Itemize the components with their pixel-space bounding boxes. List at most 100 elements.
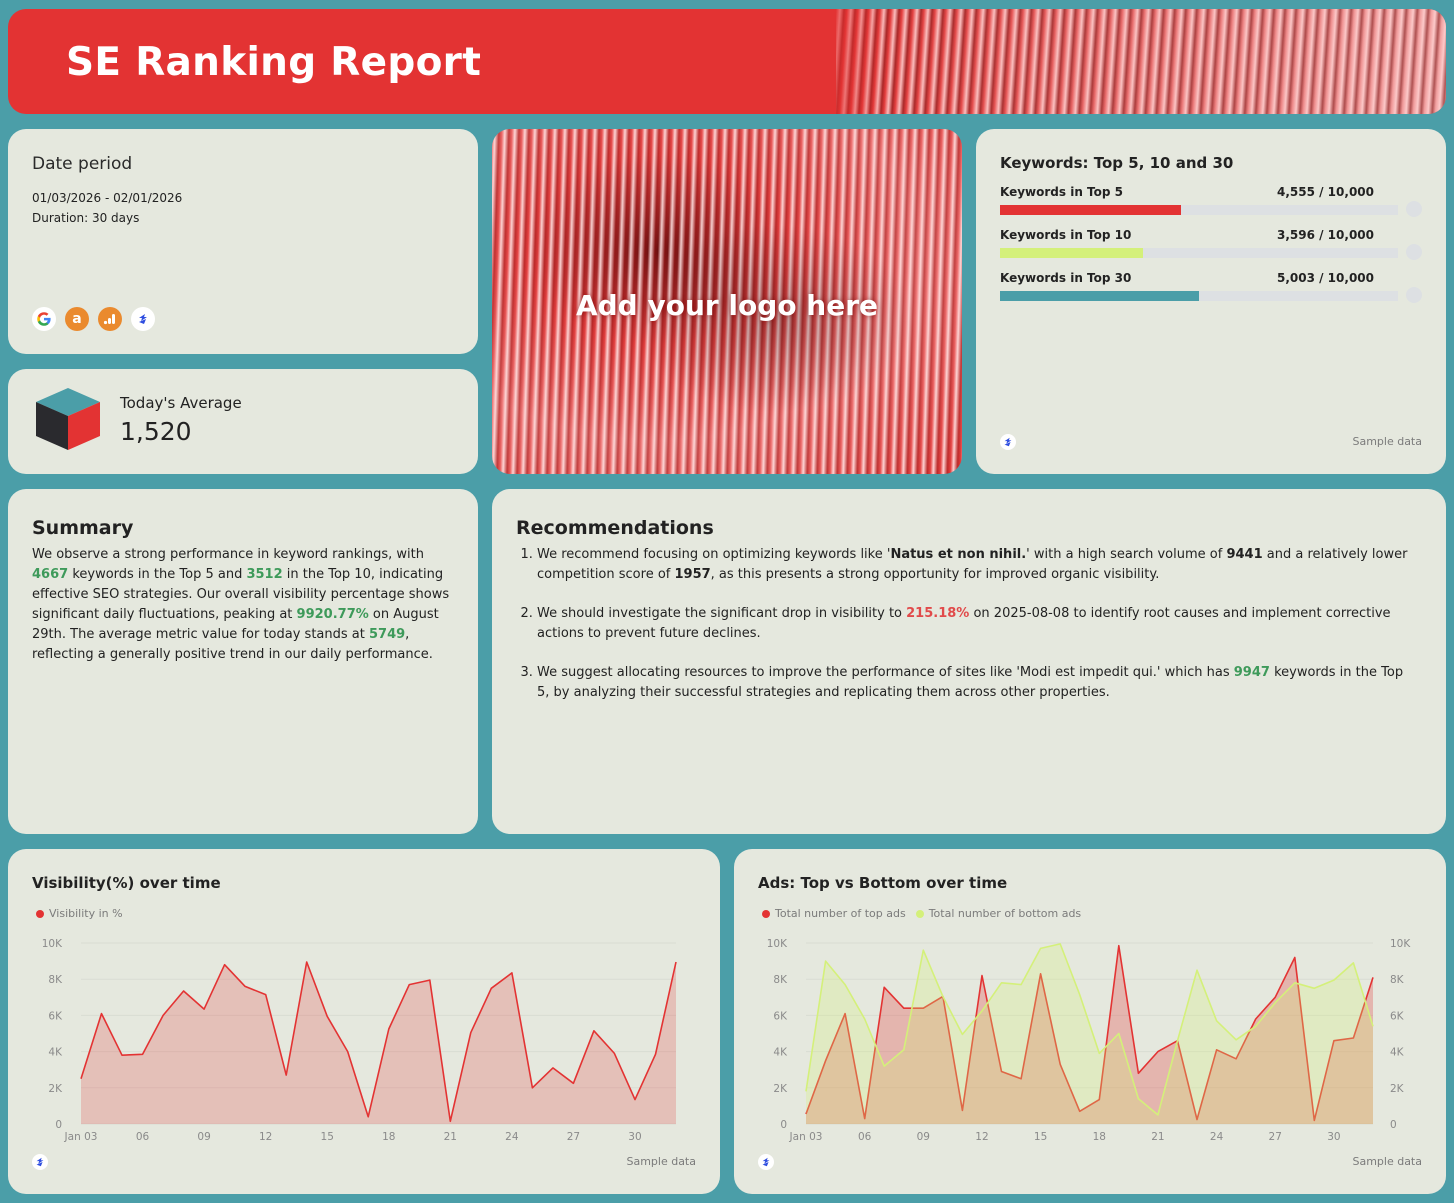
y-tick-label: 6K	[48, 1010, 63, 1022]
brand-icon[interactable]	[131, 307, 155, 331]
date-period-title: Date period	[32, 154, 133, 174]
ads-chart-legend: Total number of top ads Total number of b…	[762, 907, 1081, 920]
keyword-row-value: 5,003 / 10,000	[1276, 271, 1374, 285]
brand-icon	[1000, 434, 1016, 450]
legend-item[interactable]: Total number of top ads	[762, 907, 906, 920]
y-tick-label: 8K	[773, 974, 788, 986]
legend-label: Total number of bottom ads	[928, 907, 1082, 920]
keyword-row-label: Keywords in Top 5	[1000, 185, 1123, 199]
y-tick-label-right: 0	[1390, 1119, 1397, 1131]
keyword-row-label: Keywords in Top 30	[1000, 271, 1132, 285]
cube-icon	[36, 388, 100, 450]
ahrefs-icon[interactable]: a	[65, 307, 89, 331]
keyword-row-value: 3,596 / 10,000	[1276, 228, 1374, 242]
keyword-toggle[interactable]	[1406, 244, 1422, 260]
keyword-row-value: 4,555 / 10,000	[1276, 185, 1374, 199]
x-tick-label: 15	[321, 1131, 334, 1143]
y-tick-label: 10K	[767, 938, 788, 950]
visibility-chart-legend: Visibility in %	[36, 907, 123, 920]
keyword-progress-fill	[1000, 248, 1144, 258]
series-line	[805, 944, 1374, 1122]
series-area	[806, 943, 1373, 1124]
keyword-toggle[interactable]	[1406, 287, 1422, 303]
keyword-progress-fill	[1000, 205, 1182, 215]
x-tick-label: 06	[858, 1131, 872, 1143]
logo-placeholder[interactable]: Add your logo here	[492, 129, 962, 474]
legend-item[interactable]: Total number of bottom ads	[915, 907, 1082, 920]
sample-data-label: Sample data	[1352, 435, 1422, 448]
series-area	[806, 945, 1373, 1124]
sample-data-label: Sample data	[626, 1155, 696, 1168]
google-icon[interactable]	[32, 307, 56, 331]
series-line	[80, 961, 677, 1123]
analytics-icon[interactable]	[98, 307, 122, 331]
x-tick-label: 15	[1034, 1131, 1047, 1143]
report-title: SE Ranking Report	[66, 40, 482, 85]
x-tick-label: 06	[136, 1131, 150, 1143]
visibility-chart-card: Visibility(%) over time Visibility in % …	[8, 849, 720, 1194]
x-tick-label: 30	[1327, 1131, 1340, 1143]
legend-item[interactable]: Visibility in %	[36, 907, 123, 920]
y-tick-label: 2K	[48, 1083, 63, 1095]
x-tick-label: 09	[197, 1131, 210, 1143]
keyword-progress-track	[1000, 291, 1398, 301]
summary-card: Summary We observe a strong performance …	[8, 489, 478, 834]
y-tick-label-right: 6K	[1390, 1010, 1405, 1022]
x-tick-label: 24	[1210, 1131, 1224, 1143]
legend-dot	[36, 909, 44, 918]
brand-icon	[758, 1154, 774, 1170]
y-tick-label-right: 10K	[1390, 938, 1411, 950]
x-tick-label: 27	[567, 1131, 580, 1143]
keywords-card: Keywords: Top 5, 10 and 30 Keywords in T…	[976, 129, 1446, 474]
y-tick-label-right: 4K	[1390, 1047, 1405, 1059]
visibility-chart: 0 2K 4K 6K 8K 10K Jan 03 06 09 12 15 18 21 24 27 30	[42, 938, 677, 1143]
keyword-row-label: Keywords in Top 10	[1000, 228, 1132, 242]
x-tick-label: 18	[1093, 1131, 1106, 1143]
series-line	[805, 943, 1374, 1116]
todays-average-value: 1,520	[120, 417, 192, 446]
keyword-row: Keywords in Top 5 4,555 / 10,000	[1000, 185, 1422, 225]
y-tick-label: 6K	[773, 1010, 788, 1022]
date-range: 01/03/2026 - 02/01/2026	[32, 191, 183, 205]
summary-text: We observe a strong performance in keywo…	[32, 547, 450, 662]
recommendation-item: We should investigate the significant dr…	[537, 604, 1417, 644]
x-tick-label: Jan 03	[64, 1131, 98, 1143]
report-header: SE Ranking Report	[8, 9, 1446, 114]
x-tick-label: 24	[505, 1131, 519, 1143]
x-tick-label: 30	[628, 1131, 641, 1143]
legend-label: Visibility in %	[49, 907, 123, 920]
x-tick-label: 12	[259, 1131, 272, 1143]
x-tick-label: 21	[444, 1131, 457, 1143]
x-tick-label: 27	[1269, 1131, 1282, 1143]
date-period-card: Date period 01/03/2026 - 02/01/2026 Dura…	[8, 129, 478, 354]
y-tick-label: 2K	[773, 1083, 788, 1095]
keywords-title: Keywords: Top 5, 10 and 30	[1000, 154, 1234, 172]
keyword-toggle[interactable]	[1406, 201, 1422, 217]
data-source-icons: a	[32, 307, 155, 331]
keyword-progress-fill	[1000, 291, 1200, 301]
keyword-row: Keywords in Top 10 3,596 / 10,000	[1000, 228, 1422, 268]
keyword-progress-track	[1000, 205, 1398, 215]
x-tick-label: 21	[1151, 1131, 1164, 1143]
brand-icon	[32, 1154, 48, 1170]
y-tick-label: 4K	[48, 1047, 63, 1059]
recommendation-item: We suggest allocating resources to impro…	[537, 663, 1417, 703]
x-tick-label: Jan 03	[789, 1131, 823, 1143]
y-tick-label-right: 2K	[1390, 1083, 1405, 1095]
recommendations-list: We recommend focusing on optimizing keyw…	[537, 545, 1417, 722]
legend-label: Total number of top ads	[775, 907, 906, 920]
x-tick-label: 09	[917, 1131, 930, 1143]
ads-chart: 0 0 2K 2K 4K 4K 6K 6K 8K 8K 10K 10K Jan 03 06 09 12 15 18…	[767, 938, 1412, 1143]
todays-average-card: Today's Average 1,520	[8, 369, 478, 474]
header-decoration	[836, 9, 1446, 114]
summary-title: Summary	[32, 517, 134, 539]
keyword-row: Keywords in Top 30 5,003 / 10,000	[1000, 271, 1422, 311]
keyword-progress-track	[1000, 248, 1398, 258]
series-area	[81, 962, 676, 1124]
duration: Duration: 30 days	[32, 211, 140, 225]
y-tick-label: 4K	[773, 1047, 788, 1059]
recommendation-item: We recommend focusing on optimizing keyw…	[537, 545, 1417, 585]
ads-chart-card: Ads: Top vs Bottom over time Total numbe…	[734, 849, 1446, 1194]
sample-data-label: Sample data	[1352, 1155, 1422, 1168]
x-tick-label: 18	[382, 1131, 395, 1143]
